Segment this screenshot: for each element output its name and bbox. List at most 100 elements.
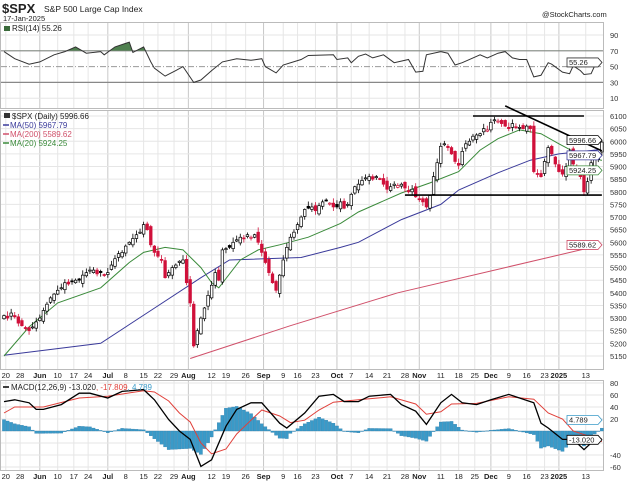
candle-body bbox=[152, 245, 157, 253]
macd-histogram-bar bbox=[52, 430, 56, 434]
macd-histogram-bar bbox=[406, 430, 411, 438]
candle bbox=[77, 277, 81, 283]
macd-histogram-bar bbox=[138, 429, 142, 432]
macd-histogram-bar bbox=[557, 430, 561, 451]
candle-body bbox=[435, 162, 439, 181]
macd-histogram-bar bbox=[403, 430, 407, 437]
candle-body bbox=[206, 294, 210, 307]
x-tick-label: 21 bbox=[383, 472, 391, 481]
candle-body bbox=[281, 259, 285, 277]
candle-body bbox=[217, 269, 221, 281]
macd-histogram-bar bbox=[489, 430, 493, 432]
candle-body bbox=[88, 269, 92, 272]
x-tick-label: 19 bbox=[222, 472, 230, 481]
candle bbox=[152, 245, 157, 257]
rsi-axis-label: 70 bbox=[610, 47, 618, 56]
candle-body bbox=[56, 289, 60, 295]
candle bbox=[471, 133, 475, 143]
candle bbox=[95, 267, 99, 277]
x-tick-label: Dec bbox=[484, 472, 498, 481]
macd-histogram-bar bbox=[141, 429, 146, 432]
x-tick-label: 15 bbox=[139, 371, 147, 380]
price-axis-label: 5950 bbox=[610, 150, 627, 159]
x-tick-label: 24 bbox=[84, 472, 92, 481]
macd-label-signal: , -17.809 bbox=[96, 383, 128, 392]
candle-body bbox=[342, 200, 346, 209]
candle bbox=[73, 278, 78, 284]
candle bbox=[52, 293, 56, 304]
rsi-value-tag: 55.26 bbox=[566, 57, 603, 68]
candle bbox=[59, 283, 63, 291]
candle-body bbox=[471, 135, 475, 141]
candle bbox=[507, 122, 511, 132]
candle bbox=[124, 244, 128, 257]
x-tick-label: 16 bbox=[523, 472, 531, 481]
macd-histogram-bar bbox=[553, 430, 558, 449]
macd-histogram-bar bbox=[34, 430, 38, 434]
candle bbox=[134, 230, 139, 243]
x-tick-label: 10 bbox=[54, 371, 62, 380]
candle bbox=[317, 202, 321, 216]
candle bbox=[288, 233, 293, 251]
candle-body bbox=[252, 234, 257, 238]
candle-body bbox=[238, 236, 242, 244]
candle-body bbox=[328, 202, 332, 205]
candle bbox=[510, 119, 515, 132]
x-tick-label: Nov bbox=[412, 472, 427, 481]
x-tick-label: 22 bbox=[154, 371, 162, 380]
macd-histogram-bar bbox=[410, 430, 414, 438]
x-tick-label: 22 bbox=[154, 472, 162, 481]
macd-histogram-bar bbox=[38, 430, 42, 434]
candle-body bbox=[482, 128, 486, 133]
candle bbox=[328, 202, 332, 206]
candle-body bbox=[95, 269, 99, 275]
candle bbox=[324, 198, 328, 202]
macd-hist-tag: 4.789 bbox=[566, 415, 603, 425]
candle bbox=[99, 269, 103, 277]
x-tick-label: 23 bbox=[311, 472, 319, 481]
candle bbox=[396, 183, 400, 189]
candle-body bbox=[249, 236, 253, 239]
candle-body bbox=[453, 151, 457, 162]
candle bbox=[245, 232, 250, 239]
candle bbox=[424, 197, 429, 209]
candle-body bbox=[353, 186, 357, 194]
macd-histogram-bar bbox=[328, 421, 332, 432]
candle bbox=[360, 176, 364, 186]
price-axis-label: 6100 bbox=[610, 112, 627, 121]
x-tick-label: 12 bbox=[207, 472, 215, 481]
macd-histogram-bar bbox=[102, 430, 106, 432]
candle-body bbox=[374, 176, 378, 178]
macd-histogram-bar bbox=[23, 425, 28, 432]
macd-histogram-bar bbox=[217, 422, 221, 432]
candle bbox=[521, 123, 525, 130]
x-tick-label: 24 bbox=[84, 371, 92, 380]
candle bbox=[553, 156, 557, 168]
candle-body bbox=[23, 327, 28, 329]
macd-histogram-bar bbox=[478, 430, 482, 432]
price-axis-label: 5650 bbox=[610, 226, 627, 235]
candle-body bbox=[167, 272, 171, 277]
candle-body bbox=[492, 119, 497, 122]
x-tick-label: Oct bbox=[331, 371, 344, 380]
macd-histogram-bar bbox=[592, 430, 597, 435]
candle-body bbox=[517, 127, 522, 129]
candle-body bbox=[102, 274, 106, 276]
candle bbox=[91, 267, 96, 274]
macd-histogram-bar bbox=[342, 430, 346, 432]
x-tick-label: 23 bbox=[540, 472, 548, 481]
macd-histogram-bar bbox=[481, 430, 486, 432]
macd-histogram-bar bbox=[48, 430, 53, 434]
price-axis-label: 5850 bbox=[610, 175, 627, 184]
candle-legend-icon bbox=[4, 113, 10, 118]
candle-body bbox=[45, 303, 49, 312]
candle-body bbox=[120, 252, 124, 258]
candle-body bbox=[410, 188, 414, 193]
candle bbox=[310, 202, 314, 212]
macd-histogram-bar bbox=[231, 406, 235, 432]
macd-histogram-bar bbox=[98, 430, 103, 432]
macd-histogram-bar bbox=[267, 429, 271, 432]
price-axis-label: 5700 bbox=[610, 213, 627, 222]
ma50-tag-text: 5967.79 bbox=[569, 151, 596, 160]
candle-body bbox=[59, 287, 63, 290]
